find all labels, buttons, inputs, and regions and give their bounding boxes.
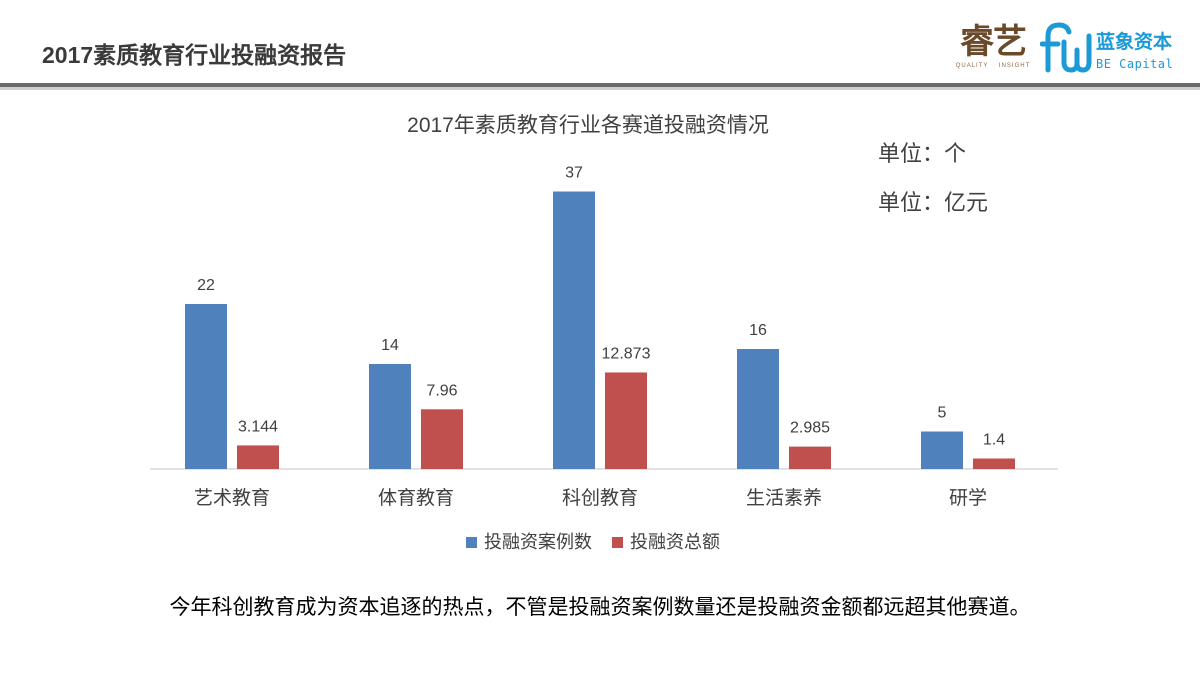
category-label: 研学 — [949, 487, 987, 509]
funding-amount-data-label: 1.4 — [983, 432, 1005, 449]
case-count-bar — [185, 304, 227, 469]
funding-amount-data-label: 12.873 — [602, 345, 651, 362]
chart-legend: 投融资案例数 投融资总额 — [466, 530, 720, 554]
ruiyi-logo-text: 睿艺 — [960, 22, 1027, 62]
legend-label-case-count: 投融资案例数 — [484, 532, 592, 552]
case-count-data-label: 37 — [565, 165, 583, 182]
category-label: 艺术教育 — [194, 487, 270, 509]
summary-note: 今年科创教育成为资本追逐的热点，不管是投融资案例数量还是投融资金额都远超其他赛道… — [169, 596, 1031, 619]
funding-amount-bar — [421, 409, 463, 469]
funding-amount-data-label: 3.144 — [238, 418, 278, 435]
report-title: 2017素质教育行业投融资报告 — [42, 42, 347, 68]
case-count-bar — [921, 431, 963, 469]
category-label: 生活素养 — [746, 487, 822, 509]
legend-item-case-count: 投融资案例数 — [466, 530, 592, 554]
be-capital-name-en: BE Capital — [1096, 57, 1174, 71]
be-capital-elephant-icon — [1040, 22, 1092, 73]
funding-amount-bar — [605, 372, 647, 469]
case-count-bar — [737, 349, 779, 469]
funding-amount-bar — [973, 458, 1015, 469]
category-label: 科创教育 — [562, 487, 638, 509]
legend-swatch-case-count — [466, 536, 477, 548]
chart-title: 2017年素质教育行业各赛道投融资情况 — [407, 114, 769, 137]
unit-label-amount: 单位：亿元 — [878, 190, 989, 215]
funding-amount-data-label: 7.96 — [426, 382, 457, 399]
case-count-data-label: 16 — [749, 322, 767, 339]
funding-amount-bar — [789, 446, 831, 469]
funding-amount-bar — [237, 445, 279, 469]
be-capital-name-cn: 蓝象资本 — [1096, 32, 1173, 53]
category-label: 体育教育 — [378, 487, 454, 509]
ruiyi-logo: 睿艺 QUALITY INSIGHT — [952, 22, 1034, 76]
case-count-bar — [369, 364, 411, 469]
legend-item-funding-amount: 投融资总额 — [612, 530, 720, 554]
case-count-data-label: 22 — [197, 277, 215, 294]
case-count-data-label: 14 — [381, 337, 399, 354]
case-count-data-label: 5 — [938, 405, 947, 422]
legend-swatch-funding-amount — [612, 536, 623, 548]
case-count-bar — [553, 191, 595, 469]
funding-amount-data-label: 2.985 — [790, 420, 830, 437]
header-divider — [0, 83, 1200, 87]
legend-label-funding-amount: 投融资总额 — [630, 532, 720, 552]
ruiyi-logo-subtitle: QUALITY INSIGHT — [955, 63, 1031, 69]
unit-label-count: 单位：个 — [878, 141, 967, 166]
header-divider-shadow — [0, 87, 1200, 90]
